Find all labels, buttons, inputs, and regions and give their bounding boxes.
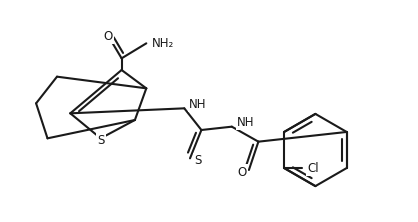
Text: S: S [194,154,201,167]
Text: NH: NH [237,116,254,129]
Text: Cl: Cl [307,162,319,174]
Text: NH₂: NH₂ [152,37,175,50]
Text: S: S [97,134,104,147]
Text: O: O [104,30,113,42]
Text: NH: NH [189,98,207,111]
Text: O: O [238,165,247,178]
